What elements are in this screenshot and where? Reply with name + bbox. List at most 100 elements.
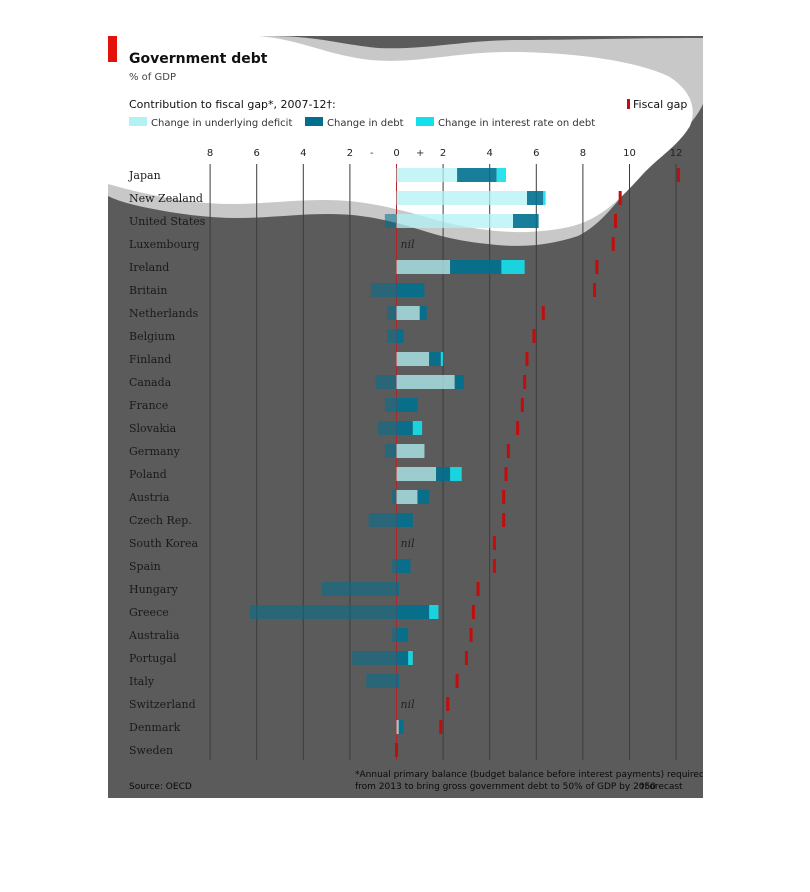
bar-segment	[419, 306, 427, 320]
bar-segment	[398, 720, 404, 734]
fiscal-gap-mark	[455, 674, 459, 688]
fiscal-gap-legend-label: Fiscal gap	[633, 98, 687, 111]
fiscal-gap-mark	[395, 743, 398, 757]
fiscal-gap-mark	[506, 444, 510, 458]
legend-debt-swatch	[305, 117, 323, 126]
bar-segment	[396, 329, 404, 343]
row-label: Portugal	[129, 652, 177, 665]
fiscal-gap-mark	[523, 375, 527, 389]
contribution-label: Contribution to fiscal gap*, 2007-12†:	[129, 98, 336, 111]
nil-label: nil	[401, 537, 416, 550]
row-label: Luxembourg	[129, 238, 200, 251]
x-tick-label: 0	[393, 148, 399, 159]
row-label: Belgium	[129, 330, 176, 343]
row-label: Spain	[129, 560, 161, 573]
chart-svg: nil nil nil Japan New Zealand United States L…	[108, 36, 703, 792]
bar-segment	[396, 375, 455, 389]
fiscal-gap-mark	[471, 605, 475, 619]
bar-segment	[396, 559, 411, 573]
bar-segment	[440, 352, 444, 366]
nil-label: nil	[401, 238, 416, 251]
row-label: Hungary	[129, 583, 179, 596]
bar-segment	[396, 582, 399, 596]
x-tick-label: 8	[207, 148, 213, 159]
fiscal-gap-mark	[614, 214, 618, 228]
fiscal-gap-mark	[593, 283, 597, 297]
fiscal-gap-mark	[464, 651, 468, 665]
fiscal-gap-mark	[676, 168, 680, 182]
bar-segment	[457, 168, 497, 182]
fiscal-gap-mark	[541, 306, 545, 320]
x-tick-label: 10	[623, 148, 636, 159]
bar-segment	[417, 490, 430, 504]
bar-segment	[396, 191, 527, 205]
footnote-line2: from 2013 to bring gross government debt…	[355, 782, 656, 792]
bar-segment	[396, 651, 409, 665]
fiscal-gap-mark	[504, 467, 508, 481]
row-label: Sweden	[129, 744, 173, 757]
x-tick-label: 4	[300, 148, 306, 159]
fiscal-gap-mark	[618, 191, 622, 205]
gridlines	[209, 164, 677, 760]
bar-segment	[396, 513, 413, 527]
x-tick-label: 6	[254, 148, 260, 159]
bar-segment	[501, 260, 525, 274]
bar-negative	[249, 605, 397, 619]
bars-layer: nil nil nil	[249, 168, 546, 757]
legend-deficit-label: Change in underlying deficit	[151, 118, 292, 129]
bar-negative	[366, 674, 397, 688]
row-labels: Japan New Zealand United States Luxembourg I…	[128, 169, 206, 757]
bar-segment	[396, 421, 413, 435]
fiscal-gap-mark	[502, 490, 506, 504]
bar-segment	[396, 444, 425, 458]
fiscal-gap-mark	[611, 237, 615, 251]
footnote-forecast: †Forecast	[640, 782, 683, 792]
fiscal-gap-mark	[502, 513, 506, 527]
fiscal-gap-mark	[595, 260, 599, 274]
source-note: Source: OECD	[129, 782, 192, 792]
bar-segment	[396, 490, 418, 504]
x-tick-label: 6	[533, 148, 539, 159]
bar-negative	[387, 306, 397, 320]
bar-negative	[387, 329, 397, 343]
row-label: Slovakia	[129, 422, 177, 435]
row-label: Czech Rep.	[129, 514, 192, 527]
x-tick-label: 4	[487, 148, 493, 159]
fiscal-gap-mark	[492, 559, 496, 573]
x-tick-label: 8	[580, 148, 586, 159]
legend-interest-label: Change in interest rate on debt	[438, 118, 595, 129]
header-backdrop-inner	[108, 36, 693, 233]
bar-negative	[384, 398, 397, 412]
bar-negative	[352, 651, 397, 665]
bar-segment	[408, 651, 413, 665]
footnote-line1: *Annual primary balance (budget balance …	[355, 770, 703, 780]
bar-segment	[396, 467, 437, 481]
bar-segment	[396, 352, 430, 366]
bar-negative	[370, 283, 397, 297]
bar-segment	[429, 605, 439, 619]
bar-segment	[543, 191, 546, 205]
bar-negative	[368, 513, 397, 527]
bar-segment	[454, 375, 465, 389]
row-label: Denmark	[129, 721, 181, 734]
row-label: Germany	[129, 445, 181, 458]
bar-negative	[384, 444, 397, 458]
fiscal-gap-mark	[532, 329, 536, 343]
fiscal-gap-mark	[492, 536, 496, 550]
bar-segment	[436, 467, 451, 481]
chart-panel: nil nil nil Japan New Zealand United States L…	[108, 36, 703, 798]
bar-segment	[396, 628, 409, 642]
row-label: United States	[129, 215, 206, 228]
axis-sign-minus: -	[370, 148, 374, 159]
row-label: Finland	[129, 353, 171, 366]
row-label: Netherlands	[129, 307, 199, 320]
bar-segment	[526, 191, 544, 205]
bar-negative	[377, 421, 397, 435]
bar-segment	[396, 168, 458, 182]
row-label: France	[129, 399, 168, 412]
row-label: Canada	[129, 376, 172, 389]
bar-negative	[375, 375, 397, 389]
bar-segment	[396, 214, 513, 228]
row-label: Britain	[129, 284, 167, 297]
x-tick-label: 2	[347, 148, 353, 159]
